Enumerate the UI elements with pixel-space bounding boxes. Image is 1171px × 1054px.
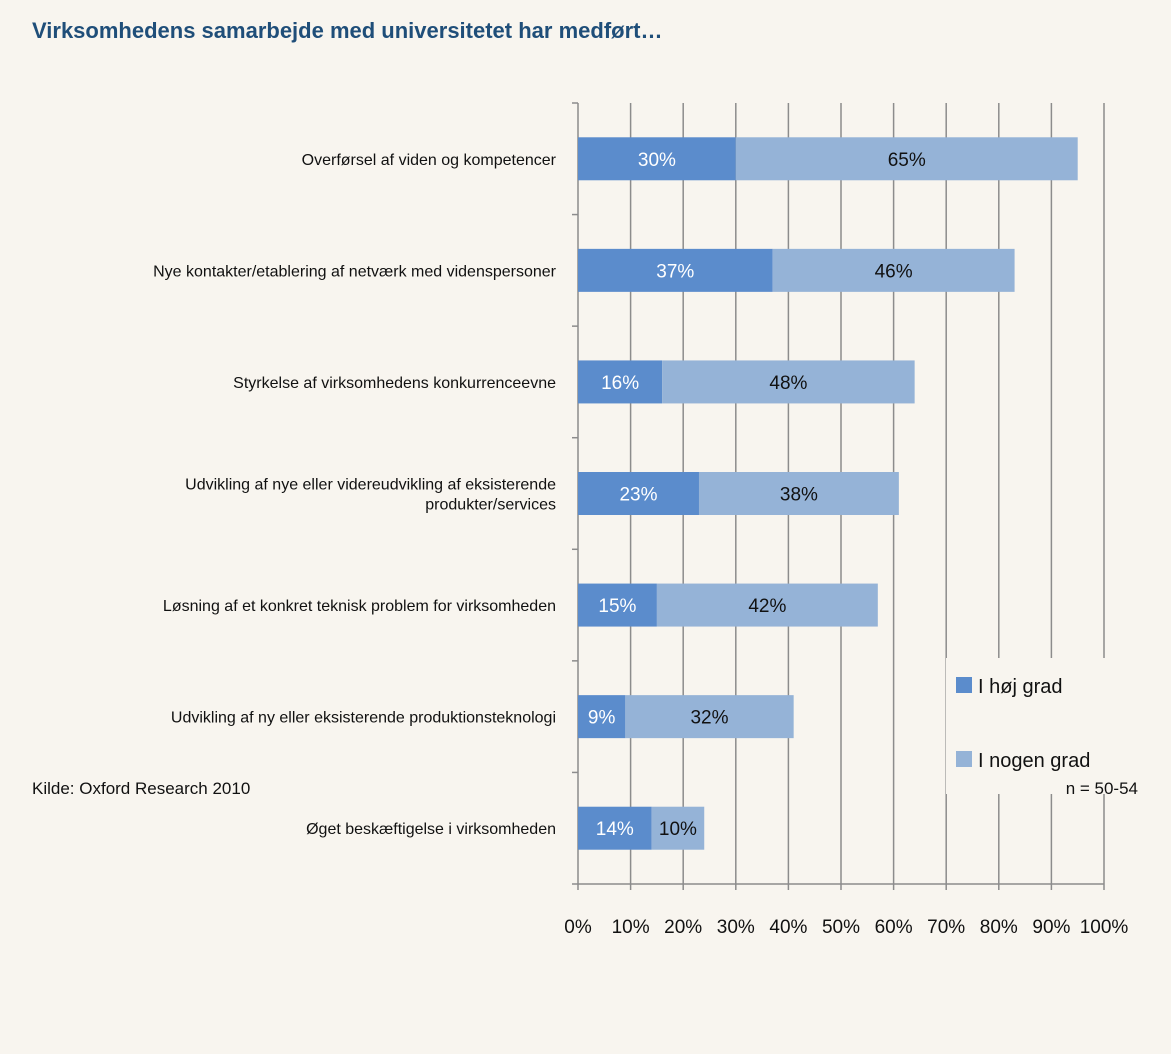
bar-nogen-1	[772, 248, 1015, 292]
data-label-hoej-6: 14%	[596, 819, 634, 840]
bar-hoej-4	[578, 583, 657, 627]
bar-nogen-6	[651, 806, 705, 850]
bar-hoej-3	[578, 472, 699, 515]
category-label-4: Løsning af et konkret teknisk problem fo…	[163, 598, 556, 615]
category-label-1: Nye kontakter/etablering af netværk med …	[153, 263, 557, 280]
bar-hoej-6	[578, 806, 652, 850]
legend-background	[946, 658, 1118, 794]
data-label-hoej-1: 37%	[656, 261, 694, 282]
sample-size-note: n = 50-54	[1065, 779, 1138, 798]
data-label-nogen-4: 42%	[748, 596, 786, 617]
bar-nogen-0	[735, 137, 1078, 181]
category-label-0: Overførsel af viden og kompetencer	[302, 152, 557, 169]
data-label-nogen-2: 48%	[769, 373, 807, 394]
category-label-5: Udvikling af ny eller eksisterende produ…	[171, 710, 556, 727]
bar-nogen-4	[656, 583, 878, 627]
x-tick-label-9: 90%	[1032, 917, 1070, 938]
data-label-nogen-1: 46%	[875, 261, 913, 282]
x-tick-label-6: 60%	[875, 917, 913, 938]
legend-label-nogen: I nogen grad	[978, 750, 1090, 772]
data-label-hoej-3: 23%	[619, 485, 657, 506]
x-tick-label-0: 0%	[564, 917, 592, 938]
legend-swatch-hoej	[956, 677, 972, 693]
bar-hoej-0	[578, 137, 736, 181]
category-label-2: Styrkelse af virksomhedens konkurrenceev…	[233, 375, 556, 392]
legend-swatch-nogen	[956, 751, 972, 767]
bar-nogen-3	[698, 472, 899, 515]
x-tick-label-7: 70%	[927, 917, 965, 938]
x-tick-label-5: 50%	[822, 917, 860, 938]
source-note: Kilde: Oxford Research 2010	[32, 779, 251, 798]
x-tick-label-1: 10%	[612, 917, 650, 938]
data-label-nogen-0: 65%	[888, 150, 926, 171]
data-label-hoej-2: 16%	[601, 373, 639, 394]
data-label-hoej-4: 15%	[598, 596, 636, 617]
data-label-hoej-0: 30%	[638, 150, 676, 171]
x-tick-label-3: 30%	[717, 917, 755, 938]
data-label-nogen-6: 10%	[659, 819, 697, 840]
chart-title: Virksomhedens samarbejde med universitet…	[32, 18, 663, 43]
x-tick-label-2: 20%	[664, 917, 702, 938]
bar-hoej-5	[578, 695, 626, 739]
data-label-nogen-5: 32%	[690, 708, 728, 729]
x-tick-label-10: 100%	[1080, 917, 1129, 938]
data-label-hoej-5: 9%	[588, 708, 616, 729]
category-label-6: Øget beskæftigelse i virksomheden	[306, 821, 556, 838]
bar-nogen-5	[625, 695, 794, 739]
bar-hoej-2	[578, 360, 663, 404]
category-label-3: Udvikling af nye eller videreudvikling a…	[185, 477, 556, 514]
data-label-nogen-3: 38%	[780, 485, 818, 506]
x-tick-label-4: 40%	[769, 917, 807, 938]
legend-label-hoej: I høj grad	[978, 676, 1062, 698]
x-tick-label-8: 80%	[980, 917, 1018, 938]
bar-nogen-2	[662, 360, 915, 404]
bar-hoej-1	[578, 248, 773, 292]
